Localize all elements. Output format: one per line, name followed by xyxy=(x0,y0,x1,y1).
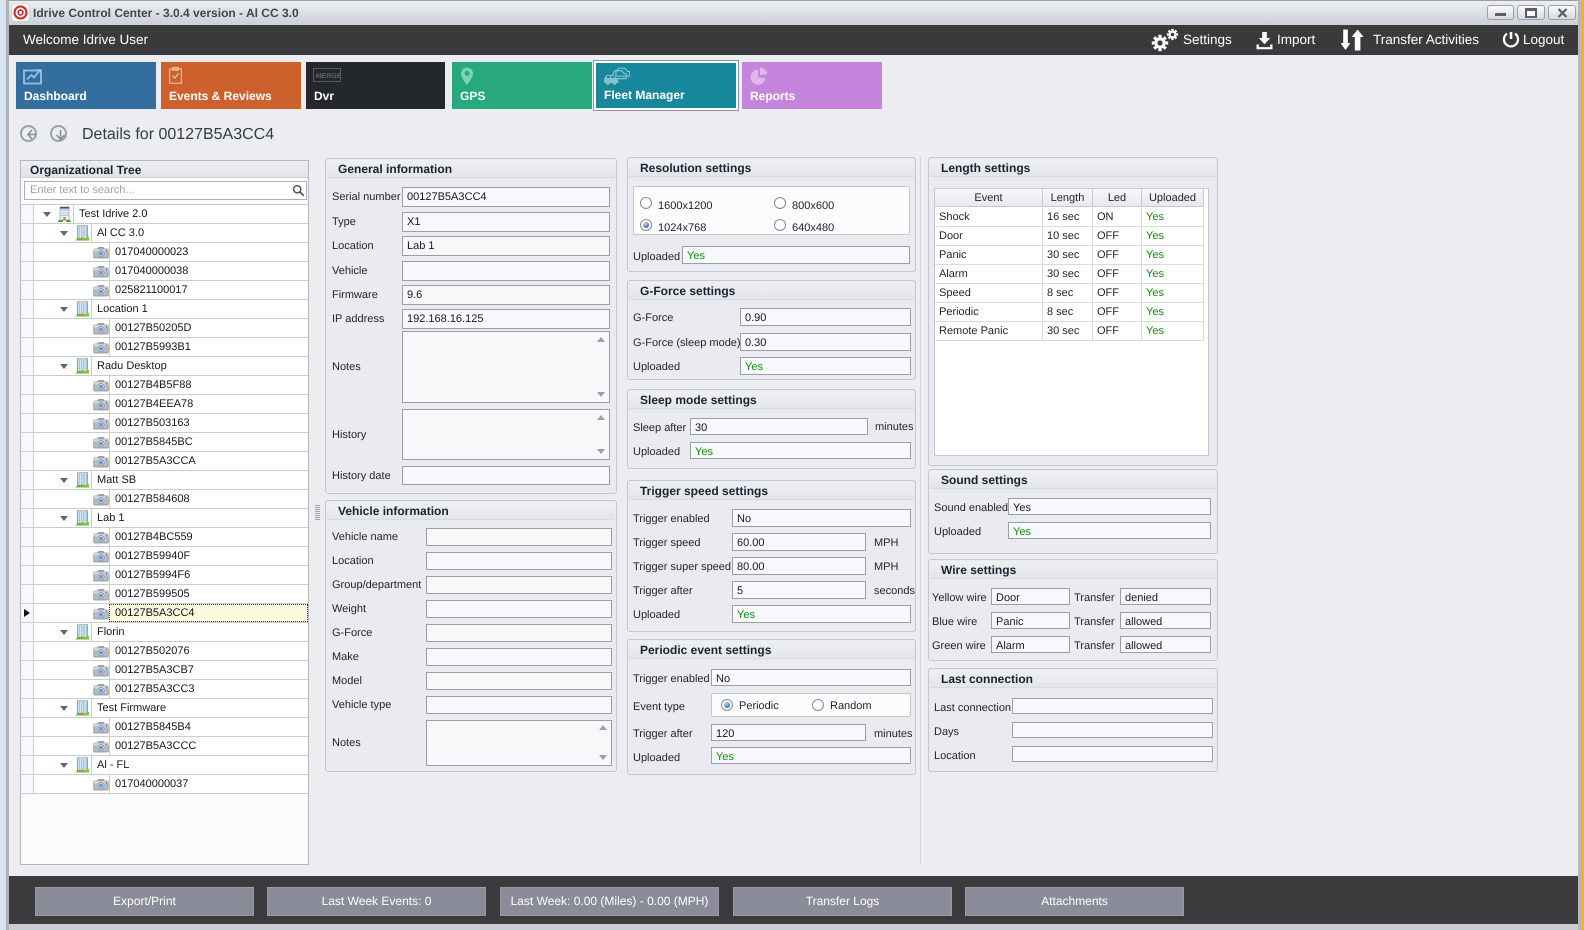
svg-text:MERGE: MERGE xyxy=(316,73,341,80)
